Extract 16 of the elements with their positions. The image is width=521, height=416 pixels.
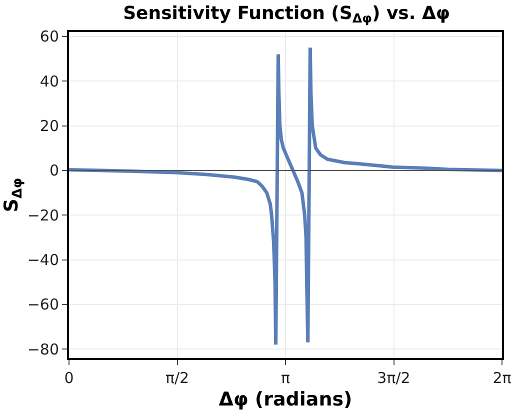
y-tick-label: 40 (40, 72, 59, 90)
x-axis-title: Δφ (radians) (218, 388, 352, 410)
y-tick-label: −60 (27, 296, 59, 314)
x-tick-label: π/2 (165, 369, 190, 387)
x-tick-label: π (280, 369, 290, 387)
y-tick-label: −80 (27, 340, 59, 358)
y-tick-label: −40 (27, 251, 59, 269)
x-tick-label: 2π (492, 369, 512, 387)
y-tick-label: −20 (27, 206, 59, 224)
line-series (69, 46, 502, 346)
y-tick-label: 20 (40, 117, 59, 136)
chart-title: Sensitivity Function (S$_{Δφ}$) vs. Δφ (123, 2, 450, 26)
x-tick-label: 0 (64, 369, 74, 387)
y-tick-label: 0 (49, 162, 59, 180)
x-tick-label: 3π/2 (377, 369, 410, 387)
y-tick-label: 60 (40, 28, 59, 46)
